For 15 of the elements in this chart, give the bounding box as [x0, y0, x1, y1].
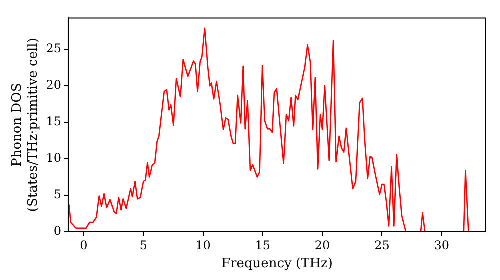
y-axis-title: Phonon DOS (States/THz·primitive cell) — [10, 38, 41, 212]
y-tick-label: 10 — [46, 151, 62, 166]
y-tick-label: 5 — [54, 188, 62, 202]
x-tick-label: 25 — [374, 238, 390, 252]
x-tick-label: 10 — [196, 238, 211, 252]
x-tick-label: 20 — [314, 238, 330, 252]
x-tick-label: 15 — [255, 238, 271, 252]
x-tick-label: 0 — [80, 238, 88, 252]
x-tick-label: 5 — [140, 238, 148, 252]
y-tick-label: 15 — [46, 114, 62, 129]
y-tick-label: 20 — [46, 78, 62, 92]
y-tick-label: 25 — [46, 42, 62, 56]
x-tick-label: 30 — [434, 238, 450, 252]
x-axis-title: Frequency (THz) — [222, 256, 333, 272]
y-tick-label: 0 — [54, 224, 62, 238]
